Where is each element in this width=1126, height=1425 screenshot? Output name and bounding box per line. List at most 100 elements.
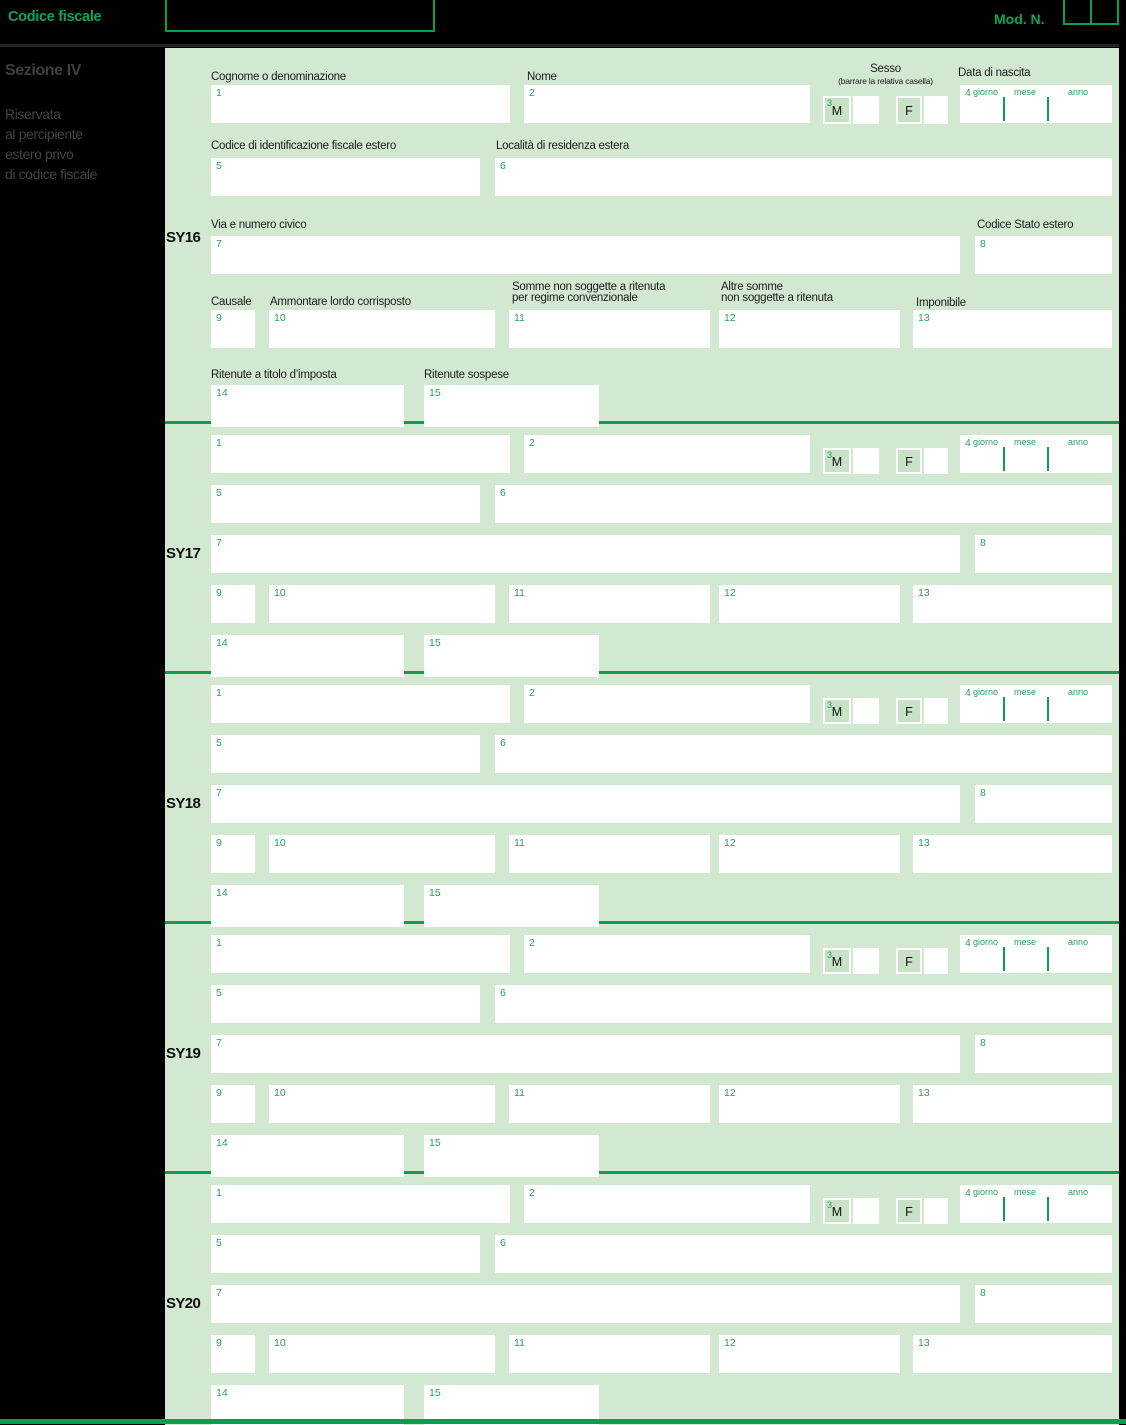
sy18-data-nascita-field[interactable]: 4 giorno mese anno bbox=[960, 685, 1112, 723]
sy19-ritenute-sospese-field[interactable]: 15 bbox=[424, 1135, 599, 1177]
sy20-imponibile-field[interactable]: 13 bbox=[913, 1335, 1112, 1373]
sy16-altre-somme-field[interactable]: 12 bbox=[719, 310, 900, 348]
sy17-sesso-m-checkbox[interactable] bbox=[853, 448, 879, 474]
sy20-via-field[interactable]: 7 bbox=[211, 1285, 960, 1323]
sy20-data-nascita-field[interactable]: 4 giorno mese anno bbox=[960, 1185, 1112, 1223]
sy17-somme-field[interactable]: 11 bbox=[509, 585, 710, 623]
sy17-codice-id-estero-field[interactable]: 5 bbox=[211, 485, 480, 523]
sy17-altre-somme-field[interactable]: 12 bbox=[719, 585, 900, 623]
sy17-cognome-field[interactable]: 1 bbox=[211, 435, 510, 473]
field-number: 4 bbox=[965, 937, 971, 949]
sy20-ritenute-imposta-field[interactable]: 14 bbox=[211, 1385, 404, 1425]
sy18-codice-id-estero-field[interactable]: 5 bbox=[211, 735, 480, 773]
mod-n-cell-2[interactable] bbox=[1092, 0, 1117, 23]
sy20-ritenute-sospese-field[interactable]: 15 bbox=[424, 1385, 599, 1425]
sy19-imponibile-field[interactable]: 13 bbox=[913, 1085, 1112, 1123]
sy17-ritenute-sospese-field[interactable]: 15 bbox=[424, 635, 599, 677]
sy18-ritenute-sospese-field[interactable]: 15 bbox=[424, 885, 599, 927]
sy16-data-nascita-field[interactable]: 4 giorno mese anno bbox=[960, 85, 1112, 123]
sy18-altre-somme-field[interactable]: 12 bbox=[719, 835, 900, 873]
field-number: 10 bbox=[274, 837, 286, 849]
sy19-localita-field[interactable]: 6 bbox=[495, 985, 1112, 1023]
sy16-somme-field[interactable]: 11 bbox=[509, 310, 710, 348]
sy16-ritenute-imposta-field[interactable]: 14 bbox=[211, 385, 404, 427]
sy20-codice-id-estero-field[interactable]: 5 bbox=[211, 1235, 480, 1273]
sy20-altre-somme-field[interactable]: 12 bbox=[719, 1335, 900, 1373]
sy16-codice-id-estero-field[interactable]: 5 bbox=[211, 158, 480, 196]
sy17-codice-stato-field[interactable]: 8 bbox=[975, 535, 1112, 573]
mese-label: mese bbox=[1014, 437, 1037, 447]
section-label-sy16: SY16 bbox=[166, 229, 201, 246]
sy16-causale-field[interactable]: 9 bbox=[211, 310, 255, 348]
sy18-ritenute-imposta-field[interactable]: 14 bbox=[211, 885, 404, 927]
sy17-data-nascita-field[interactable]: 4 giorno mese anno bbox=[960, 435, 1112, 473]
sy16-sesso-m-checkbox[interactable] bbox=[853, 96, 879, 124]
sy16-localita-field[interactable]: 6 bbox=[495, 158, 1112, 196]
sy16-ritenute-sospese-field[interactable]: 15 bbox=[424, 385, 599, 427]
sy18-via-field[interactable]: 7 bbox=[211, 785, 960, 823]
sy18-imponibile-field[interactable]: 13 bbox=[913, 835, 1112, 873]
sidebar-description-line: di codice fiscale bbox=[5, 166, 98, 182]
sy19-via-field[interactable]: 7 bbox=[211, 1035, 960, 1073]
sy20-cognome-field[interactable]: 1 bbox=[211, 1185, 510, 1223]
field-number: 7 bbox=[216, 238, 222, 250]
sy18-sesso-f-label-cell: F bbox=[896, 698, 922, 724]
sy18-sesso-m-checkbox[interactable] bbox=[853, 698, 879, 724]
sy16-nome-field[interactable]: 2 bbox=[524, 85, 810, 123]
sy19-causale-field[interactable]: 9 bbox=[211, 1085, 255, 1123]
sy17-causale-field[interactable]: 9 bbox=[211, 585, 255, 623]
sy20-codice-stato-field[interactable]: 8 bbox=[975, 1285, 1112, 1323]
sy16-imponibile-field[interactable]: 13 bbox=[913, 310, 1112, 348]
sy19-codice-id-estero-field[interactable]: 5 bbox=[211, 985, 480, 1023]
sy16-codice-stato-field[interactable]: 8 bbox=[975, 236, 1112, 274]
sy17-imponibile-field[interactable]: 13 bbox=[913, 585, 1112, 623]
sy18-sesso-f-checkbox[interactable] bbox=[924, 698, 948, 724]
sy19-sesso-f-checkbox[interactable] bbox=[924, 948, 948, 974]
field-number: 1 bbox=[216, 87, 222, 99]
sy18-nome-field[interactable]: 2 bbox=[524, 685, 810, 723]
sy20-nome-field[interactable]: 2 bbox=[524, 1185, 810, 1223]
sy17-localita-field[interactable]: 6 bbox=[495, 485, 1112, 523]
sy17-ritenute-imposta-field[interactable]: 14 bbox=[211, 635, 404, 677]
sy19-altre-somme-field[interactable]: 12 bbox=[719, 1085, 900, 1123]
sy17-sesso-f-checkbox[interactable] bbox=[924, 448, 948, 474]
sy18-localita-field[interactable]: 6 bbox=[495, 735, 1112, 773]
codice-fiscale-input[interactable] bbox=[165, 0, 435, 32]
sy19-nome-field[interactable]: 2 bbox=[524, 935, 810, 973]
sy20-sesso-f-checkbox[interactable] bbox=[924, 1198, 948, 1224]
sy19-data-nascita-field[interactable]: 4 giorno mese anno bbox=[960, 935, 1112, 973]
sy20-sesso-m-checkbox[interactable] bbox=[853, 1198, 879, 1224]
sy20-ammontare-field[interactable]: 10 bbox=[269, 1335, 495, 1373]
sy19-cognome-field[interactable]: 1 bbox=[211, 935, 510, 973]
sy17-via-field[interactable]: 7 bbox=[211, 535, 960, 573]
sy19-sesso-m-checkbox[interactable] bbox=[853, 948, 879, 974]
sy18-ammontare-field[interactable]: 10 bbox=[269, 835, 495, 873]
sy16-cognome-field[interactable]: 1 bbox=[211, 85, 510, 123]
sy20-causale-field[interactable]: 9 bbox=[211, 1335, 255, 1373]
field-number: 1 bbox=[216, 687, 222, 699]
mod-n-cell-1[interactable] bbox=[1065, 0, 1092, 23]
sy19-codice-stato-field[interactable]: 8 bbox=[975, 1035, 1112, 1073]
sy18-causale-field[interactable]: 9 bbox=[211, 835, 255, 873]
field-number: 7 bbox=[216, 1037, 222, 1049]
sy20-somme-field[interactable]: 11 bbox=[509, 1335, 710, 1373]
field-number: 5 bbox=[216, 160, 222, 172]
sy18-codice-stato-field[interactable]: 8 bbox=[975, 785, 1112, 823]
sy19-ritenute-imposta-field[interactable]: 14 bbox=[211, 1135, 404, 1177]
field-number: 1 bbox=[216, 437, 222, 449]
sy20-localita-field[interactable]: 6 bbox=[495, 1235, 1112, 1273]
sy18-somme-field[interactable]: 11 bbox=[509, 835, 710, 873]
sy16-via-field[interactable]: 7 bbox=[211, 236, 960, 274]
somme-label-line1: Somme non soggette a ritenuta bbox=[512, 281, 666, 293]
sy18-cognome-field[interactable]: 1 bbox=[211, 685, 510, 723]
right-edge-strip bbox=[1119, 0, 1126, 1419]
sy16-sesso-f-checkbox[interactable] bbox=[924, 96, 948, 124]
sy16-ammontare-field[interactable]: 10 bbox=[269, 310, 495, 348]
sy19-somme-field[interactable]: 11 bbox=[509, 1085, 710, 1123]
sy19-ammontare-field[interactable]: 10 bbox=[269, 1085, 495, 1123]
sidebar: Sezione IV Riservata al percipiente este… bbox=[0, 48, 165, 1425]
section-label-sy20: SY20 bbox=[166, 1295, 201, 1312]
sy17-ammontare-field[interactable]: 10 bbox=[269, 585, 495, 623]
sy17-nome-field[interactable]: 2 bbox=[524, 435, 810, 473]
